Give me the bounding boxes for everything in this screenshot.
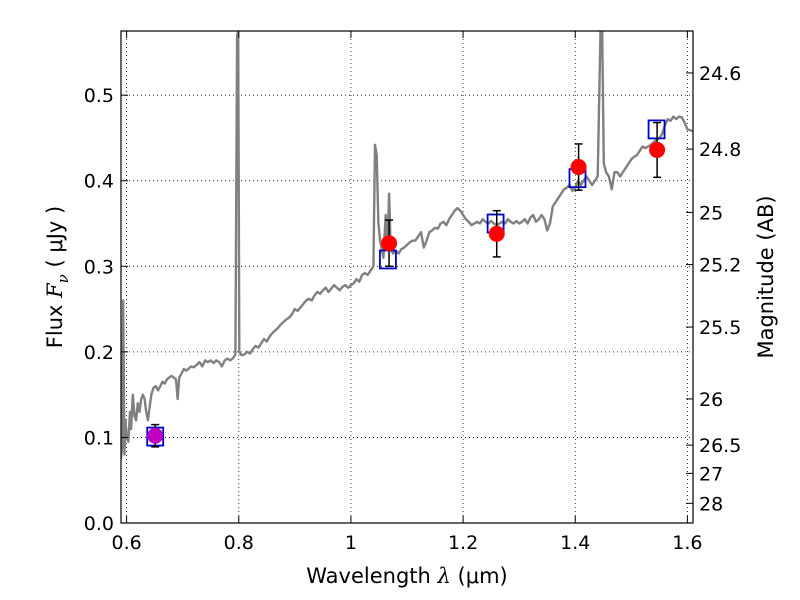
- y-tick-label: 0.3: [84, 256, 114, 278]
- right-tick-label: 28: [699, 493, 723, 515]
- observed-photometry-marker: [649, 141, 666, 158]
- observed-photometry-marker: [147, 427, 164, 444]
- observed-photometry-marker: [381, 235, 398, 252]
- observed-photometry-point: [649, 121, 666, 179]
- right-tick-label: 25.5: [699, 317, 741, 339]
- x-tick-label: 1.4: [560, 532, 590, 554]
- x-tick-label: 1.2: [448, 532, 478, 554]
- y-tick-label: 0.4: [84, 171, 114, 193]
- right-tick-label: 26.5: [699, 435, 741, 457]
- observed-photometry-point: [147, 423, 164, 448]
- model-photometry-points: [146, 119, 666, 447]
- y-axis-ticks: 0.0 0.1 0.2 0.3 0.4 0.5: [84, 85, 128, 535]
- model-spectrum-line: [121, 31, 693, 459]
- right-tick-label: 25: [699, 202, 723, 224]
- y-tick-label: 0.2: [84, 342, 114, 364]
- observed-photometry-points: [147, 121, 666, 448]
- observed-photometry-point: [381, 219, 398, 268]
- right-tick-label: 24.6: [699, 63, 741, 85]
- y-axis-label: Flux Fν ( μJy ): [43, 206, 72, 348]
- y-tick-label: 0.0: [84, 513, 114, 535]
- x-tick-label: 1.6: [672, 532, 702, 554]
- observed-photometry-marker: [488, 225, 505, 242]
- plot-frame: [120, 30, 694, 524]
- right-tick-label: 25.2: [699, 255, 741, 277]
- right-tick-label: 24.8: [699, 139, 741, 161]
- observed-photometry-point: [570, 143, 587, 191]
- x-tick-label: 0.6: [111, 532, 141, 554]
- observed-photometry-point: [488, 209, 505, 258]
- observed-photometry-marker: [570, 159, 587, 176]
- x-tick-label: 1: [345, 532, 357, 554]
- right-axis-label: Magnitude (AB): [754, 195, 778, 358]
- right-tick-label: 27: [699, 463, 723, 485]
- right-tick-label: 26: [699, 389, 723, 411]
- x-axis-ticks: 0.6 0.8 1 1.2 1.4 1.6: [111, 31, 703, 554]
- y-tick-label: 0.5: [84, 85, 114, 107]
- grid: [121, 31, 693, 523]
- x-tick-label: 0.8: [224, 532, 254, 554]
- y-tick-label: 0.1: [84, 427, 114, 449]
- x-axis-label: Wavelength λ (μm): [306, 564, 507, 588]
- right-axis-ticks: 24.6 24.8 25 25.2 25.5 26 26.5 27 28: [686, 63, 741, 515]
